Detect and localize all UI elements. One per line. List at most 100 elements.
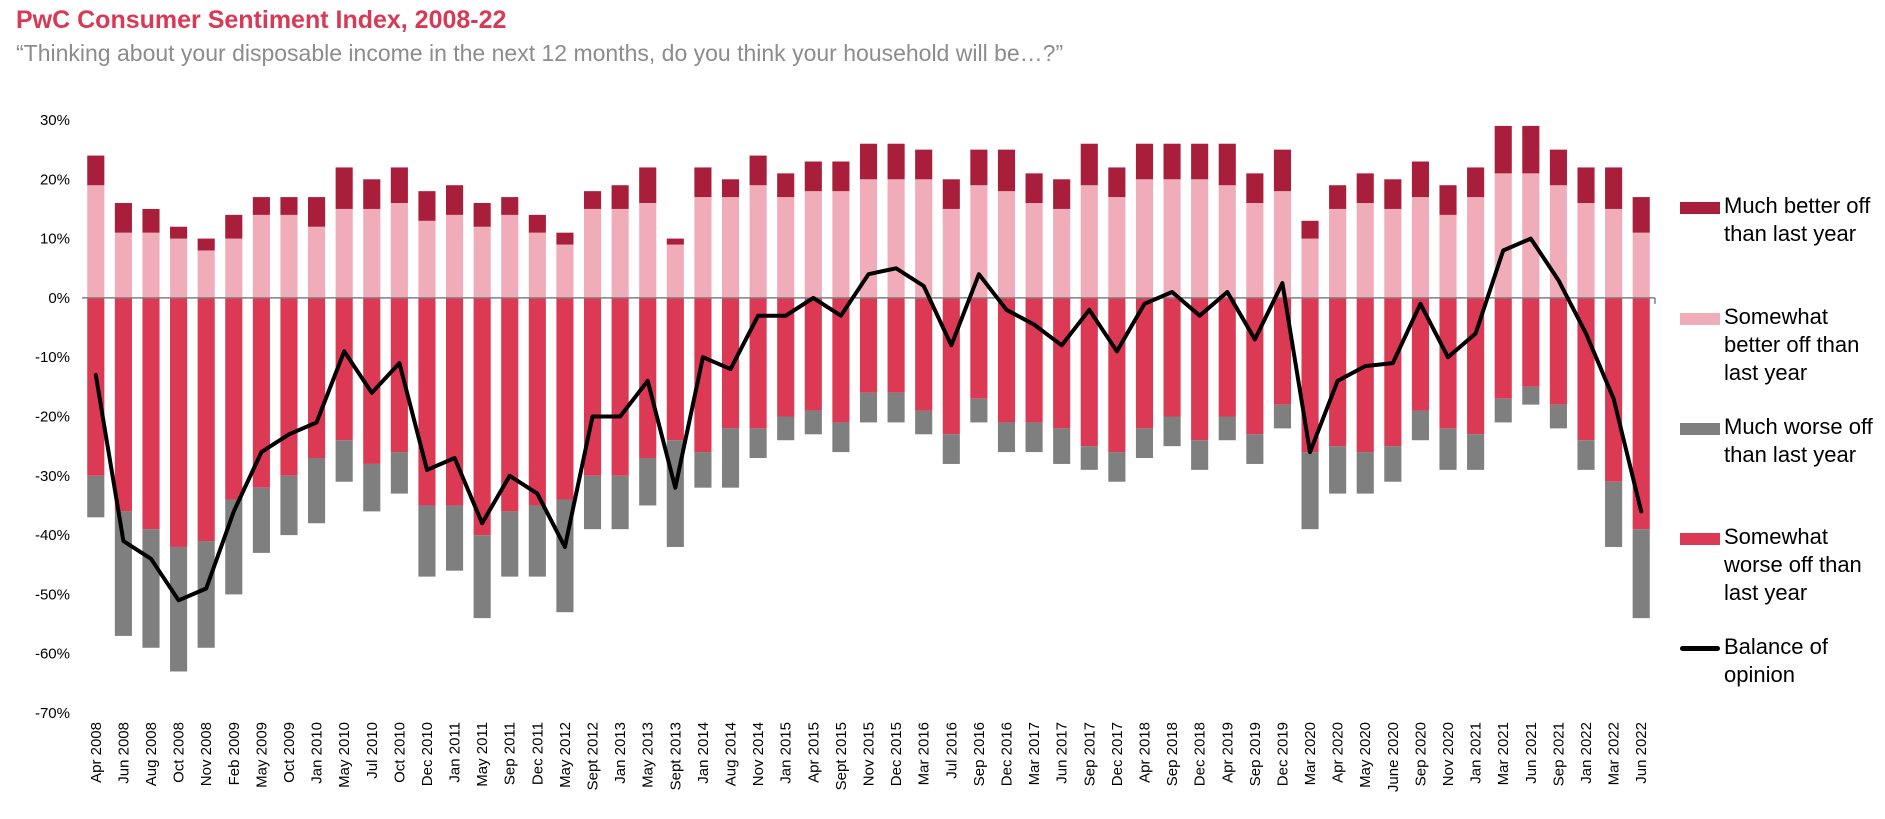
bar-somewhat-worse xyxy=(1108,297,1126,453)
y-tick-label: -50% xyxy=(35,586,70,603)
bar-somewhat-worse xyxy=(1439,297,1457,429)
bar-somewhat-better xyxy=(804,191,822,298)
bar-somewhat-worse xyxy=(694,297,712,453)
bar-much-better xyxy=(1411,161,1429,198)
x-tick-label: Mar 2021 xyxy=(1495,722,1512,785)
x-tick-label: Jan 2013 xyxy=(612,722,629,784)
bar-much-better xyxy=(1549,149,1567,186)
bar-much-worse xyxy=(1191,440,1209,470)
x-tick-label: Apr 2020 xyxy=(1330,722,1347,783)
bar-somewhat-better xyxy=(1080,185,1098,298)
bar-somewhat-worse xyxy=(1301,297,1319,453)
bar-much-worse xyxy=(501,511,519,577)
bar-much-worse xyxy=(170,546,188,672)
bar-somewhat-better xyxy=(1384,208,1402,298)
bar-much-worse xyxy=(749,428,767,459)
bar-somewhat-better xyxy=(1246,203,1264,298)
bar-somewhat-better xyxy=(473,226,491,298)
bar-somewhat-better xyxy=(859,179,878,298)
bar-somewhat-better xyxy=(1191,179,1209,298)
bar-somewhat-better xyxy=(308,226,326,298)
bar-somewhat-better xyxy=(1549,185,1567,298)
y-tick-label: -30% xyxy=(35,468,70,485)
bar-much-worse xyxy=(832,422,850,453)
x-tick-label: Dec 2016 xyxy=(999,722,1016,786)
bar-somewhat-worse xyxy=(832,297,850,423)
bar-somewhat-worse xyxy=(1163,297,1181,417)
bar-much-better xyxy=(87,155,105,186)
bar-much-better xyxy=(887,143,905,180)
bar-somewhat-worse xyxy=(942,297,960,435)
x-tick-label: Sep 2019 xyxy=(1247,722,1264,786)
bar-much-better xyxy=(1494,125,1512,174)
y-tick-label: -10% xyxy=(35,349,70,366)
bars xyxy=(87,125,1650,672)
bar-somewhat-better xyxy=(1494,173,1512,298)
bar-somewhat-better xyxy=(1163,179,1181,298)
bar-somewhat-better xyxy=(418,220,436,298)
bar-somewhat-better xyxy=(1411,197,1429,298)
bar-somewhat-better xyxy=(832,191,850,298)
bar-somewhat-better xyxy=(694,197,712,298)
bar-much-worse xyxy=(197,541,215,648)
bar-much-better xyxy=(1108,167,1126,198)
bar-much-worse xyxy=(1494,398,1512,423)
bar-somewhat-better xyxy=(1439,214,1457,298)
bar-much-better xyxy=(1135,143,1154,180)
x-tick-label: Jan 2015 xyxy=(778,722,795,784)
bar-somewhat-worse xyxy=(225,297,243,500)
bar-somewhat-better xyxy=(1108,197,1126,298)
x-tick-label: Apr 2008 xyxy=(88,722,105,783)
bar-somewhat-worse xyxy=(1356,297,1374,453)
bar-much-better xyxy=(280,197,298,215)
bar-somewhat-better xyxy=(1329,208,1347,298)
bar-much-worse xyxy=(280,475,298,536)
bar-much-worse xyxy=(721,428,740,488)
legend-swatch xyxy=(1680,202,1720,214)
bar-somewhat-better xyxy=(528,232,546,298)
bar-somewhat-better xyxy=(1301,238,1319,298)
bar-much-worse xyxy=(1218,416,1236,441)
bar-much-better xyxy=(1384,179,1402,209)
bar-much-better xyxy=(252,197,270,215)
bar-somewhat-better xyxy=(501,214,519,298)
bar-much-better xyxy=(114,203,132,233)
x-tick-label: Jun 2021 xyxy=(1523,722,1540,784)
x-tick-label: May 2011 xyxy=(474,722,491,787)
legend-label: Somewhat worse off than last year xyxy=(1724,524,1862,605)
bar-somewhat-better xyxy=(252,214,270,298)
bar-much-better xyxy=(583,191,602,209)
x-tick-label: Sept 2012 xyxy=(585,722,602,790)
bar-somewhat-better xyxy=(1522,173,1540,298)
bar-somewhat-worse xyxy=(915,297,933,411)
bar-much-worse xyxy=(1467,434,1485,470)
x-tick-label: May 2010 xyxy=(336,722,353,788)
bar-much-better xyxy=(390,167,408,204)
x-axis-labels: Apr 2008 Jun 2008 Aug 2008 Oct 2008 Nov 2008… xyxy=(88,722,1650,792)
bar-somewhat-better xyxy=(1467,197,1485,298)
legend-label: Much worse off than last year xyxy=(1724,414,1873,467)
bar-somewhat-better xyxy=(1053,208,1071,298)
y-tick-label: -40% xyxy=(35,527,70,544)
x-tick-label: Nov 2015 xyxy=(861,722,878,786)
bar-somewhat-better xyxy=(666,244,684,298)
x-tick-label: Jun 2008 xyxy=(115,722,132,784)
bar-much-better xyxy=(666,238,684,245)
bar-somewhat-worse xyxy=(666,297,684,441)
bar-somewhat-worse xyxy=(1411,297,1429,411)
y-tick-label: 20% xyxy=(40,171,70,188)
x-tick-label: Nov 2008 xyxy=(198,722,215,786)
bar-somewhat-worse xyxy=(197,297,215,542)
x-tick-label: May 2012 xyxy=(557,722,574,788)
x-tick-label: Dec 2018 xyxy=(1192,722,1209,786)
bar-much-worse xyxy=(1632,529,1650,619)
chart-title: PwC Consumer Sentiment Index, 2008-22 xyxy=(16,6,507,34)
bar-somewhat-better xyxy=(749,185,767,298)
bar-much-better xyxy=(804,161,822,192)
bar-somewhat-worse xyxy=(142,297,160,530)
legend-swatch xyxy=(1680,533,1720,545)
x-tick-label: Jan 2010 xyxy=(309,722,326,784)
bar-somewhat-worse xyxy=(1080,297,1098,447)
bar-much-worse xyxy=(942,434,960,464)
bar-much-worse xyxy=(1273,404,1292,429)
